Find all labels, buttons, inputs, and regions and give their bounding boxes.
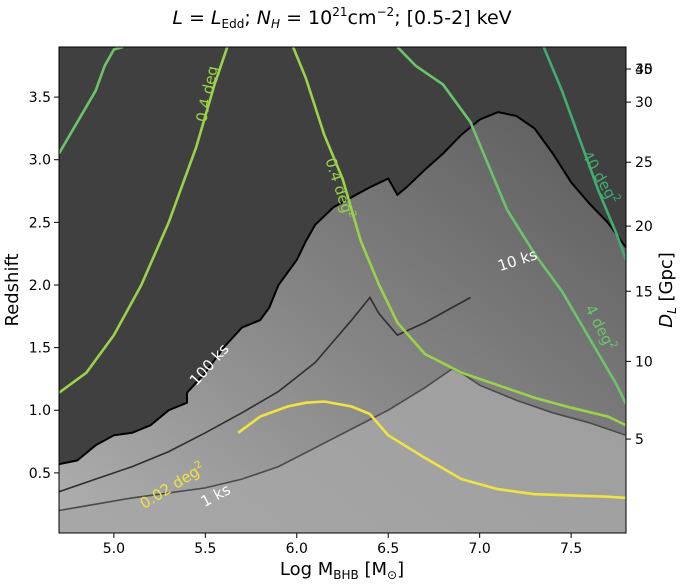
area-contour-2 [291,47,626,427]
y-tick-label: 2.5 [29,215,51,231]
exposure-contour-1ks [59,367,626,512]
y-axis-title: Redshift [2,253,23,326]
y-tick-label: 1.0 [29,403,51,419]
y-tick-label: 0.5 [29,466,51,482]
plot-frame [58,46,627,534]
x-tick-label: 5.5 [194,541,216,557]
y-tick-label: 1.5 [29,341,51,357]
y-tick-label: 3.0 [29,153,51,169]
y2-tick-label: 10 [635,354,653,370]
contour-lines [59,47,626,512]
y2-tick-label: 15 [635,284,653,300]
y-tick-label: 2.0 [29,278,51,294]
exposure-contour-10ks [59,296,471,493]
x-tick-label: 5.0 [103,541,125,557]
x-axis: 5.0 5.5 6.0 6.5 7.0 7.5 [103,533,582,557]
x-tick-label: 6.5 [377,541,399,557]
x-tick-label: 6.0 [286,541,308,557]
light-region [59,368,626,533]
area-contour-3 [59,47,124,155]
y-tick-label: 3.5 [29,90,51,106]
y2-tick-label: 25 [635,155,653,171]
area-contour-4 [396,47,626,405]
x-tick-label: 7.5 [560,541,582,557]
area-contour-0 [237,400,626,500]
plot-area: 100 ks 10 ks 1 ks 0.4 deg 0.4 deg2 0.02 … [59,47,626,533]
y2-tick-label: 30 [635,95,653,111]
exposure-contour-100ks [59,111,626,466]
x-axis-title: Log MBHB [M⊙] [280,559,404,582]
y2-tick-label: 35 [635,62,653,78]
area-contour-1 [59,47,229,394]
y2-tick-label: 40 [635,62,653,78]
y-axis: 0.5 1.0 1.5 2.0 2.5 3.0 3.5 [29,90,59,482]
y2-tick-label: 5 [635,432,644,448]
x-tick-label: 7.0 [469,541,491,557]
y2-axis-title: DL [Gpc] [656,252,679,328]
area-contour-5 [542,47,626,261]
chart-title: L = LEdd; NH = 1021cm−2; [0.5-2] keV [172,5,511,31]
y2-tick-label: 20 [635,219,653,235]
